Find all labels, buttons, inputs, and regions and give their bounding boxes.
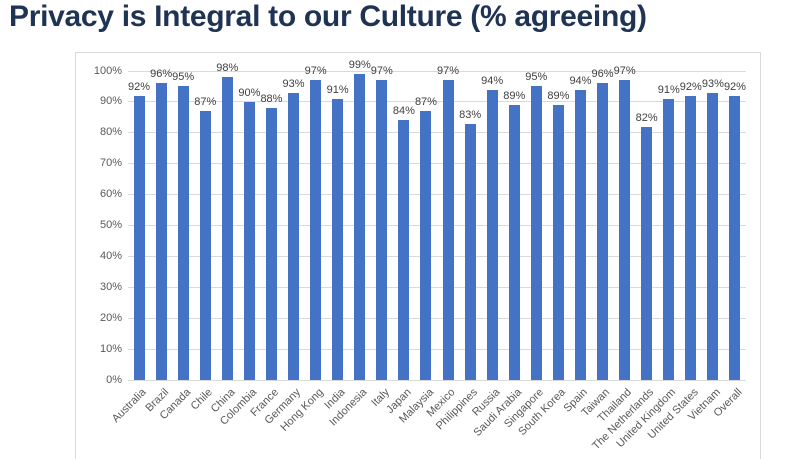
bar <box>597 83 609 380</box>
bar <box>133 95 145 380</box>
gridline <box>128 163 746 165</box>
bar <box>574 89 586 380</box>
bar <box>398 120 410 380</box>
bar <box>199 111 211 380</box>
bar <box>442 80 454 380</box>
bar-value-label: 93% <box>282 77 305 90</box>
bar <box>685 95 697 380</box>
y-axis-tick-label: 60% <box>99 188 122 201</box>
gridline <box>128 379 746 381</box>
bar <box>619 80 631 380</box>
y-axis-tick-label: 80% <box>99 126 122 139</box>
bar-value-label: 97% <box>370 65 393 78</box>
bar-value-label: 87% <box>194 96 217 109</box>
gridline <box>128 194 746 196</box>
bar <box>243 101 255 380</box>
chart-title: Privacy is Integral to our Culture (% ag… <box>9 0 647 33</box>
bar-value-label: 94% <box>481 74 504 87</box>
bar-value-label: 95% <box>172 71 195 84</box>
gridline <box>128 70 746 72</box>
bar-value-label: 96% <box>150 68 173 81</box>
gridline <box>128 317 746 319</box>
bar <box>552 105 564 380</box>
bar-value-label: 84% <box>392 105 415 118</box>
bar <box>420 111 432 380</box>
bar-value-label: 91% <box>657 83 680 96</box>
bar-value-label: 82% <box>635 111 658 124</box>
bar-value-label: 89% <box>503 90 526 102</box>
bar <box>177 86 189 380</box>
y-axis-tick-label: 100% <box>93 64 122 77</box>
bar-value-label: 89% <box>547 90 570 102</box>
bar <box>310 80 322 380</box>
gridline <box>128 348 746 350</box>
bar <box>265 108 277 380</box>
gridline <box>128 255 746 257</box>
bar <box>155 83 167 380</box>
bar-value-label: 95% <box>525 71 548 84</box>
category-label: Overall <box>711 386 745 420</box>
y-axis-tick-label: 50% <box>99 219 122 231</box>
bar <box>486 89 498 380</box>
bar-value-label: 90% <box>238 86 261 99</box>
bar-value-label: 97% <box>437 65 460 78</box>
bar <box>707 92 719 380</box>
y-axis-tick-label: 0% <box>106 373 122 386</box>
bar-value-label: 92% <box>679 80 702 93</box>
bar-value-label: 98% <box>216 62 239 75</box>
y-axis-tick-label: 40% <box>99 249 122 262</box>
bar-value-label: 97% <box>304 65 327 78</box>
bar-value-label: 88% <box>260 93 283 106</box>
bar-value-label: 91% <box>326 83 349 96</box>
bar <box>354 74 366 380</box>
chart-area: 0% 10% 20% 30% 40% 50% 60% 70% 80% 90% 100% 92% Aust… <box>75 52 761 459</box>
bar-value-label: 92% <box>723 80 746 93</box>
bar <box>641 126 653 380</box>
bar-value-label: 96% <box>591 68 614 81</box>
y-axis-tick-label: 10% <box>99 342 122 355</box>
bar <box>221 77 233 380</box>
bar <box>530 86 542 380</box>
bar <box>288 92 300 380</box>
bar <box>376 80 388 380</box>
bar-value-label: 87% <box>414 96 437 109</box>
bar-value-label: 94% <box>569 74 592 87</box>
bar <box>332 98 344 380</box>
bar <box>663 98 675 380</box>
gridline <box>128 132 746 134</box>
y-axis-tick-label: 20% <box>99 311 122 324</box>
bar-value-label: 97% <box>613 65 636 78</box>
bar <box>508 105 520 380</box>
bar-value-label: 83% <box>459 108 482 121</box>
gridline <box>128 286 746 288</box>
gridline <box>128 225 746 226</box>
bar <box>464 123 476 380</box>
y-axis-tick-label: 30% <box>99 280 122 293</box>
gridline <box>128 101 746 103</box>
bar-value-label: 92% <box>128 80 151 93</box>
y-axis-tick-label: 90% <box>99 95 122 108</box>
bar-value-label: 93% <box>701 77 724 90</box>
bar-value-label: 99% <box>348 59 371 72</box>
y-axis-tick-label: 70% <box>99 157 122 170</box>
bar <box>729 95 741 380</box>
plot-area: 0% 10% 20% 30% 40% 50% 60% 70% 80% 90% 100% 92% Aust… <box>94 60 746 452</box>
